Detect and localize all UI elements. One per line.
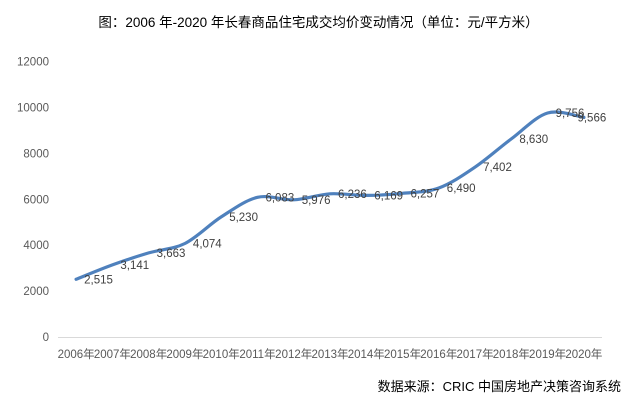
- data-point-label: 9,566: [577, 112, 606, 124]
- data-point-label: 3,663: [157, 248, 186, 260]
- data-point-label: 6,490: [447, 183, 476, 195]
- x-axis-tick-label: 2015年: [384, 347, 421, 361]
- data-point-label: 6,169: [374, 190, 403, 202]
- data-source-note: 数据来源：CRIC 中国房地产决策咨询系统: [377, 379, 621, 394]
- data-point-label: 5,976: [302, 195, 331, 207]
- data-point-label: 8,630: [519, 134, 548, 146]
- x-axis-tick-label: 2018年: [493, 347, 530, 361]
- y-axis-tick-label: 2000: [23, 286, 49, 298]
- x-axis-tick-label: 2017年: [457, 347, 494, 361]
- data-point-label: 2,515: [84, 274, 113, 286]
- series-line: [74, 110, 586, 281]
- data-point-label: 5,230: [229, 212, 258, 224]
- x-axis-tick-label: 2007年: [94, 347, 131, 361]
- chart-title: 图：2006 年-2020 年长春商品住宅成交均价变动情况（单位：元/平方米）: [98, 15, 539, 30]
- x-axis-tick-label: 2016年: [420, 347, 457, 361]
- y-axis-tick-label: 10000: [17, 102, 49, 114]
- data-point-label: 3,141: [120, 260, 149, 272]
- data-point-label: 6,236: [338, 189, 367, 201]
- y-axis-tick-label: 12000: [17, 57, 49, 69]
- y-axis-tick-label: 8000: [23, 148, 49, 160]
- x-axis-tick-label: 2008年: [130, 347, 167, 361]
- x-axis-tick-label: 2014年: [348, 347, 385, 361]
- x-axis-tick-label: 2009年: [166, 347, 203, 361]
- x-axis-tick-label: 2012年: [275, 347, 312, 361]
- y-axis-tick-label: 0: [43, 332, 49, 344]
- x-axis-tick-label: 2006年: [58, 347, 95, 361]
- x-axis-tick-label: 2011年: [239, 347, 275, 361]
- x-axis-tick-label: 2019年: [529, 347, 566, 361]
- data-point-label: 6,083: [265, 192, 294, 204]
- data-point-label: 6,257: [411, 188, 440, 200]
- x-axis-tick-label: 2020年: [565, 347, 602, 361]
- x-axis-tick-label: 2013年: [311, 347, 348, 361]
- y-axis-tick-label: 6000: [23, 194, 49, 206]
- x-axis-tick-label: 2010年: [203, 347, 240, 361]
- y-axis-tick-label: 4000: [23, 240, 49, 252]
- data-point-label: 7,402: [483, 162, 512, 174]
- data-point-label: 9,756: [556, 108, 585, 120]
- data-point-label: 4,074: [193, 238, 222, 250]
